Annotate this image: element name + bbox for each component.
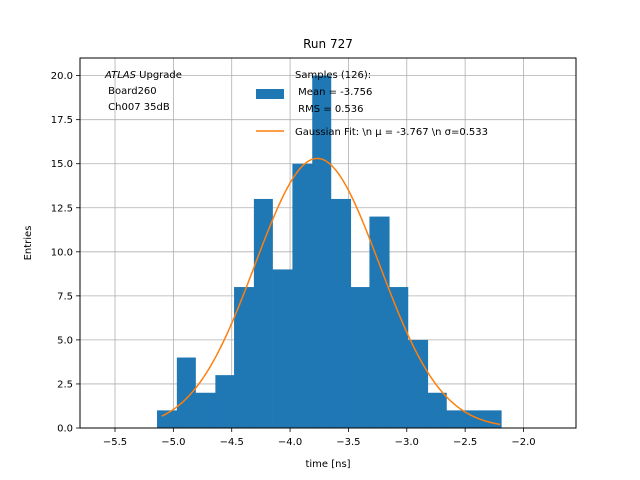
histogram-bar bbox=[195, 392, 216, 428]
atlas-annotation: ATLAS Upgrade Board260 Ch007 35dB bbox=[104, 70, 182, 113]
x-tick-label: −5.5 bbox=[103, 437, 127, 448]
y-tick-label: 7.5 bbox=[57, 291, 73, 302]
histogram-bar bbox=[272, 269, 293, 428]
histogram-bar bbox=[253, 198, 273, 428]
y-tick-label: 15.0 bbox=[51, 159, 73, 170]
histogram-bar bbox=[427, 392, 447, 428]
legend-samples-swatch bbox=[256, 89, 284, 99]
histogram-bar bbox=[176, 357, 196, 428]
y-tick-label: 17.5 bbox=[51, 115, 73, 126]
annotation-upgrade: Upgrade bbox=[136, 70, 182, 81]
x-tick-label: −2.5 bbox=[453, 437, 477, 448]
legend-samples-line-2: Mean = -3.756 bbox=[295, 87, 372, 98]
x-tick-label: −3.0 bbox=[395, 437, 419, 448]
histogram-bar bbox=[369, 216, 390, 428]
histogram-bar bbox=[389, 287, 409, 428]
plot-frame bbox=[79, 57, 577, 429]
x-tick-label: −4.5 bbox=[220, 437, 244, 448]
y-tick-label: 12.5 bbox=[51, 203, 73, 214]
annotation-line-2: Board260 bbox=[105, 86, 157, 97]
legend-samples-line-1: Samples (126): bbox=[295, 70, 371, 81]
histogram-bar bbox=[157, 410, 178, 428]
y-tick-label: 5.0 bbox=[57, 335, 73, 346]
histogram-bar bbox=[350, 287, 370, 428]
x-tick-label: −2.0 bbox=[511, 437, 535, 448]
y-axis-label: Entries bbox=[23, 226, 34, 261]
y-tick-label: 20.0 bbox=[51, 71, 73, 82]
histogram-bar bbox=[466, 410, 486, 428]
histogram-bar bbox=[446, 410, 467, 428]
histogram-bar bbox=[330, 198, 352, 428]
x-tick-label: −3.5 bbox=[336, 437, 360, 448]
y-tick-label: 0.0 bbox=[57, 424, 73, 435]
y-tick-label: 10.0 bbox=[51, 247, 73, 258]
gaussian-fit bbox=[161, 157, 501, 426]
x-tick-label: −5.0 bbox=[161, 437, 185, 448]
histogram-bar bbox=[312, 75, 332, 428]
histogram-bar bbox=[484, 410, 502, 428]
y-axis-ticks: 0.0 2.5 5.0 7.5 10.0 12.5 15.0 17.5 20.0 bbox=[51, 71, 80, 435]
x-axis-ticks: −5.5 −5.0 −4.5 −4.0 −3.5 −3.0 −2.5 −2.0 bbox=[103, 428, 536, 448]
y-tick-label: 2.5 bbox=[57, 379, 73, 390]
legend-samples-line-3: RMS = 0.536 bbox=[295, 104, 363, 115]
x-tick-label: −4.0 bbox=[278, 437, 302, 448]
x-axis-label: time [ns] bbox=[305, 459, 350, 470]
gaussian-fit-curve bbox=[161, 157, 501, 426]
annotation-line-3: Ch007 35dB bbox=[105, 102, 170, 113]
annotation-atlas: ATLAS bbox=[104, 70, 137, 81]
legend-fit-label: Gaussian Fit: \n μ = -3.767 \n σ=0.533 bbox=[295, 127, 488, 138]
legend: Samples (126): Mean = -3.756 RMS = 0.536… bbox=[256, 70, 488, 138]
histogram-bar bbox=[292, 163, 313, 428]
histogram-bar bbox=[234, 287, 255, 428]
histogram-bar bbox=[407, 339, 429, 428]
chart-title: Run 727 bbox=[303, 37, 353, 51]
histogram-bar bbox=[215, 375, 235, 428]
annotation-line-1: ATLAS Upgrade bbox=[104, 70, 182, 81]
